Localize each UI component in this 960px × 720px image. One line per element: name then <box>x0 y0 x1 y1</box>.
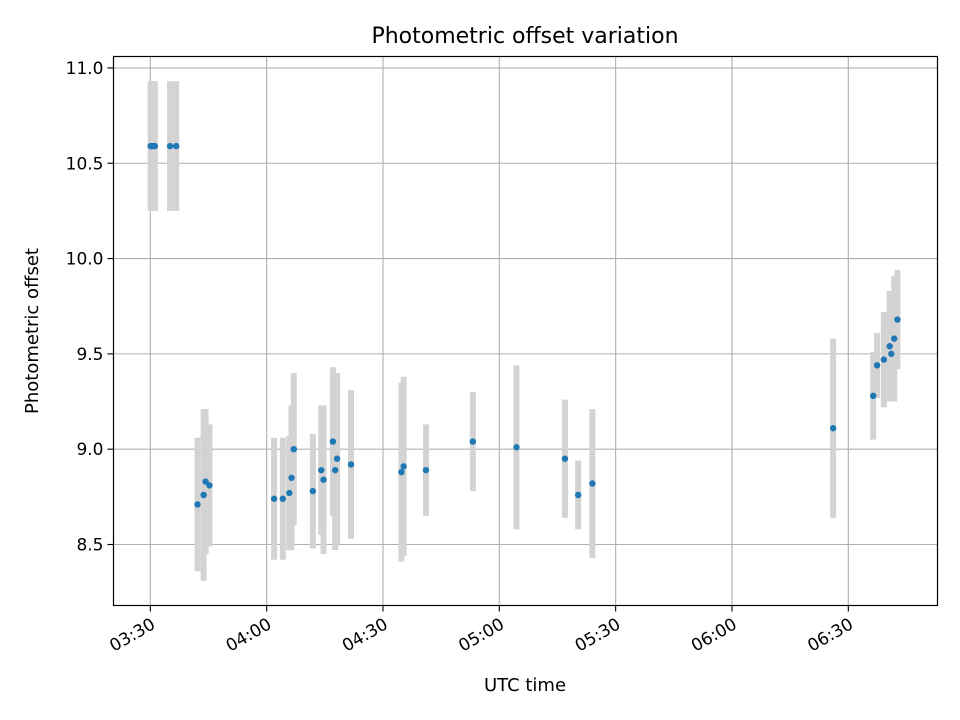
data-points <box>147 142 901 508</box>
data-point <box>880 356 888 363</box>
data-point <box>873 362 881 369</box>
x-axis: 03:30 04:00 04:30 05:00 05:30 06:00 06:30 <box>106 605 857 657</box>
data-point <box>513 444 520 451</box>
x-tick-label: 04:30 <box>339 615 391 657</box>
data-point <box>309 487 317 495</box>
grid <box>113 56 938 606</box>
y-tick-label: 10.5 <box>66 154 104 174</box>
data-point <box>398 468 405 476</box>
x-tick-label: 05:30 <box>572 615 624 657</box>
data-point <box>331 466 339 474</box>
data-point <box>829 425 837 432</box>
y-tick-label: 10.0 <box>66 250 104 270</box>
y-tick-label: 11.0 <box>66 59 104 79</box>
data-point <box>329 438 337 445</box>
data-point <box>318 466 325 474</box>
data-point <box>886 343 893 350</box>
x-tick-label: 05:00 <box>455 615 507 657</box>
error-bars <box>147 81 901 581</box>
data-point <box>200 491 207 499</box>
y-axis: 8.5 9.0 9.5 10.0 10.5 11.0 <box>66 59 114 556</box>
data-point <box>333 455 341 462</box>
data-point <box>469 438 477 445</box>
chart-title: Photometric offset variation <box>371 24 678 49</box>
data-point <box>589 480 596 487</box>
data-point <box>286 489 293 497</box>
data-point <box>194 501 201 508</box>
y-tick-label: 9.0 <box>76 440 103 460</box>
data-point <box>890 335 898 342</box>
data-point <box>422 466 430 474</box>
x-tick-label: 03:30 <box>106 615 158 657</box>
y-axis-label: Photometric offset <box>22 248 43 414</box>
data-point <box>206 482 213 489</box>
data-point <box>151 142 159 150</box>
data-point <box>869 392 877 400</box>
data-point <box>400 463 407 470</box>
plot-frame <box>112 55 939 607</box>
x-axis-label: UTC time <box>484 675 566 696</box>
data-point <box>894 316 901 323</box>
data-point <box>574 491 582 499</box>
data-point <box>270 495 278 502</box>
data-point <box>347 461 355 468</box>
x-tick-label: 06:30 <box>804 615 856 657</box>
y-tick-label: 9.5 <box>76 345 103 365</box>
data-point <box>172 142 180 150</box>
data-point <box>320 476 327 483</box>
data-point <box>561 455 569 462</box>
data-point <box>279 495 287 502</box>
data-point <box>888 350 895 358</box>
data-point <box>290 445 298 453</box>
x-tick-label: 04:00 <box>223 615 275 657</box>
x-tick-label: 06:00 <box>688 615 740 657</box>
data-point <box>166 142 174 150</box>
data-point <box>288 474 295 481</box>
y-tick-label: 8.5 <box>76 536 103 556</box>
